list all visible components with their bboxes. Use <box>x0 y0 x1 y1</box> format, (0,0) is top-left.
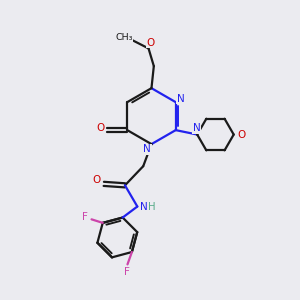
Text: O: O <box>237 130 245 140</box>
Text: N: N <box>140 202 148 212</box>
Text: N: N <box>193 123 200 133</box>
Text: H: H <box>148 202 156 212</box>
Text: O: O <box>96 123 104 134</box>
Text: O: O <box>147 38 155 47</box>
Text: F: F <box>124 267 130 277</box>
Text: O: O <box>93 175 101 185</box>
Text: F: F <box>82 212 88 222</box>
Text: N: N <box>177 94 185 103</box>
Text: N: N <box>143 144 151 154</box>
Text: CH₃: CH₃ <box>115 33 133 42</box>
